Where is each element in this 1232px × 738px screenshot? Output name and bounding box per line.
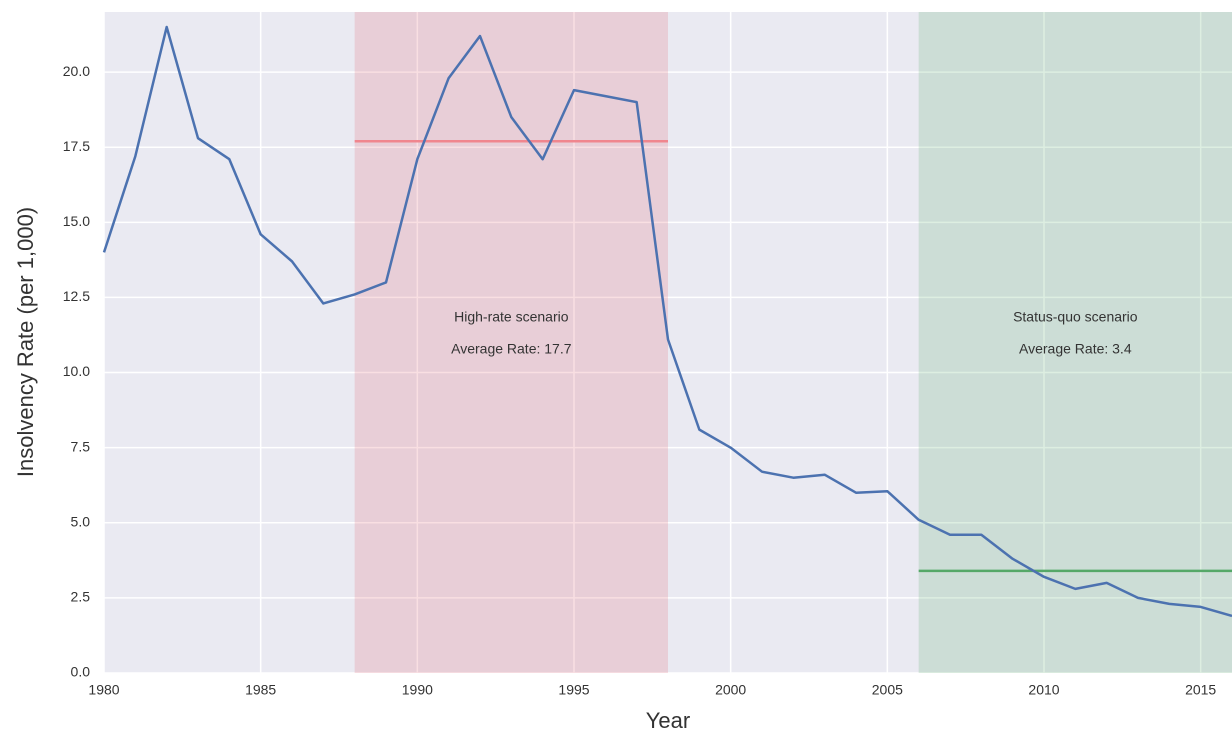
scenario-span: [918, 12, 1232, 673]
x-tick-label: 2000: [715, 682, 746, 698]
scenario-average-label: Average Rate: 3.4: [1019, 341, 1132, 357]
y-tick-label: 12.5: [63, 288, 90, 304]
scenario-label: High-rate scenario: [454, 309, 569, 325]
y-axis-label: Insolvency Rate (per 1,000): [13, 207, 38, 477]
scenario-average-label: Average Rate: 17.7: [451, 341, 572, 357]
x-tick-label: 1980: [88, 682, 119, 698]
x-tick-label: 1985: [245, 682, 276, 698]
y-tick-label: 20.0: [63, 63, 90, 79]
scenario-label: Status-quo scenario: [1013, 309, 1138, 325]
y-tick-label: 7.5: [71, 438, 91, 454]
x-axis-label: Year: [646, 708, 690, 733]
x-tick-label: 2005: [872, 682, 903, 698]
x-tick-label: 2010: [1028, 682, 1059, 698]
y-tick-label: 2.5: [71, 589, 91, 605]
y-tick-label: 5.0: [71, 513, 91, 529]
x-tick-label: 2015: [1185, 682, 1216, 698]
x-tick-label: 1990: [402, 682, 433, 698]
scenario-span: [354, 12, 668, 673]
y-tick-label: 17.5: [63, 138, 90, 154]
x-tick-label: 1995: [558, 682, 589, 698]
y-tick-label: 0.0: [71, 664, 91, 680]
y-tick-label: 15.0: [63, 213, 90, 229]
data-line: [102, 25, 1232, 618]
y-tick-label: 10.0: [63, 363, 90, 379]
